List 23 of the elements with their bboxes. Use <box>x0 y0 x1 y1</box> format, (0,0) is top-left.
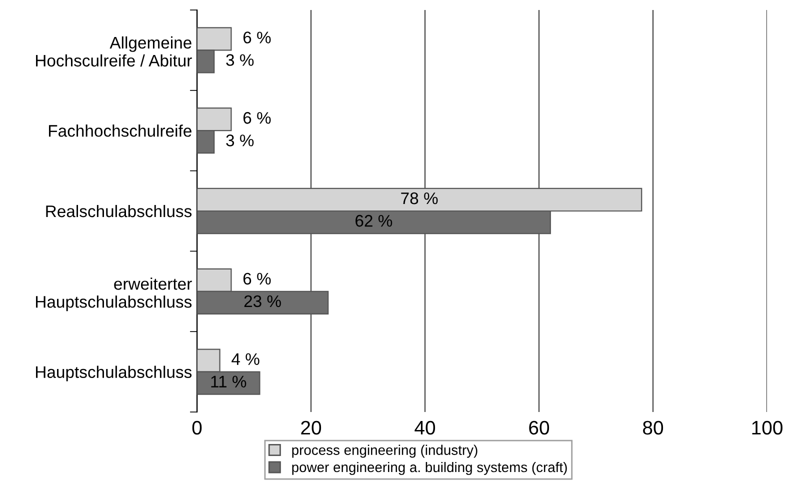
data-label: 4 % <box>232 353 260 365</box>
x-tick-label: 20 <box>301 420 322 435</box>
data-label: 23 % <box>244 295 281 308</box>
x-tick-label: 40 <box>414 420 436 435</box>
data-label: 3 % <box>226 54 254 66</box>
data-label: 6 % <box>243 112 271 124</box>
data-label: 6 % <box>243 32 271 44</box>
x-tick-label: 0 <box>192 420 202 435</box>
y-tick-label: erweiterter Hauptschulabschluss <box>36 278 192 312</box>
y-tick-label: Fachhochschulreife <box>48 124 192 137</box>
y-tick-label: Hauptschulabschluss <box>36 366 192 382</box>
y-tick-label: Allgemeine Hochsculreife / Abitur <box>36 36 192 67</box>
x-tick-label: 100 <box>752 420 782 435</box>
x-tick-label: 60 <box>529 420 550 435</box>
data-label: 3 % <box>226 134 254 146</box>
legend-label: process engineering (industry) <box>292 444 478 458</box>
data-label: 62 % <box>356 214 392 227</box>
data-label: 6 % <box>243 272 271 285</box>
x-tick-label: 80 <box>643 420 664 435</box>
data-label: 11 % <box>211 376 246 388</box>
y-tick-label: Realschulabschluss <box>46 204 192 218</box>
data-label: 78 % <box>401 192 438 204</box>
legend-label: power engineering a. building systems (craft) <box>292 462 567 475</box>
